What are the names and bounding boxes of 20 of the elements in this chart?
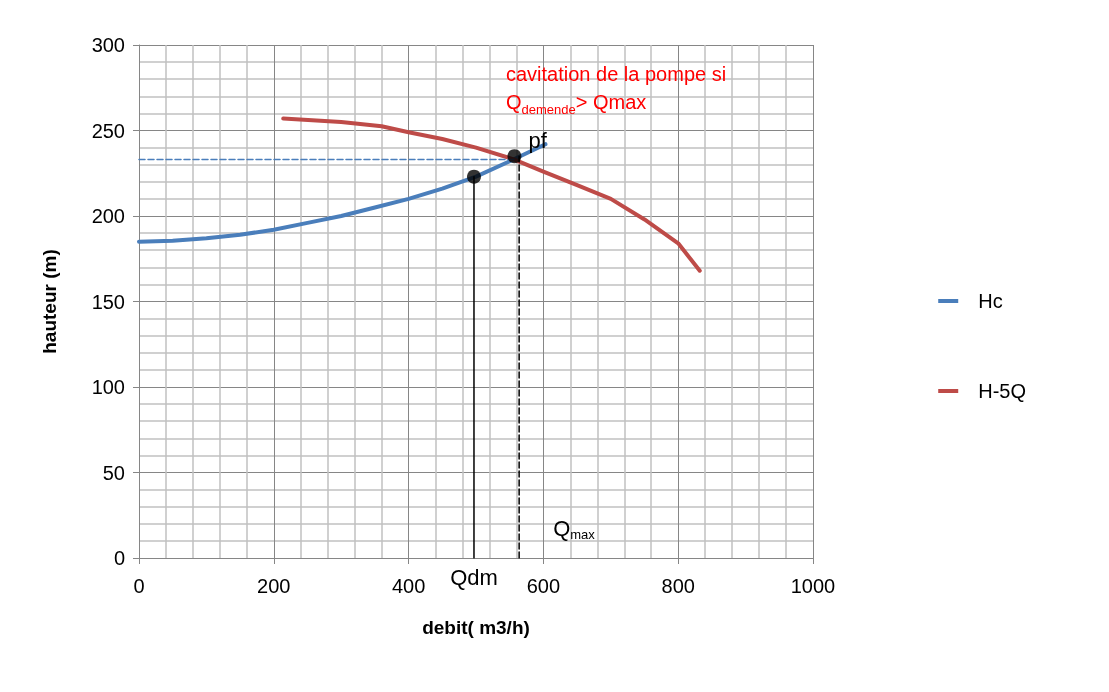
y-axis-title: hauteur (m)	[39, 249, 60, 354]
y-tick-label: 50	[102, 461, 125, 484]
annotation: pf	[528, 127, 548, 153]
y-tick-label: 100	[91, 376, 125, 398]
y-tick-label: 0	[113, 547, 125, 569]
y-tick-label: 300	[91, 34, 125, 56]
x-tick-label: 0	[133, 575, 145, 597]
y-tick-label: 250	[91, 119, 125, 142]
x-tick-label: 1000	[790, 575, 836, 597]
annotation: Qdm	[450, 564, 498, 590]
legend-label: H-5Q	[978, 380, 1027, 402]
line-series	[281, 116, 702, 273]
x-tick-label: 600	[526, 575, 561, 597]
x-axis-title: debit( m3/h)	[422, 617, 530, 638]
y-tick-label: 200	[91, 205, 125, 227]
y-tick-label: 150	[91, 290, 125, 313]
legend-label: Hc	[978, 290, 1003, 312]
x-tick-label: 200	[257, 575, 291, 597]
x-tick-label: 800	[661, 575, 695, 597]
x-tick-label: 400	[391, 575, 426, 597]
